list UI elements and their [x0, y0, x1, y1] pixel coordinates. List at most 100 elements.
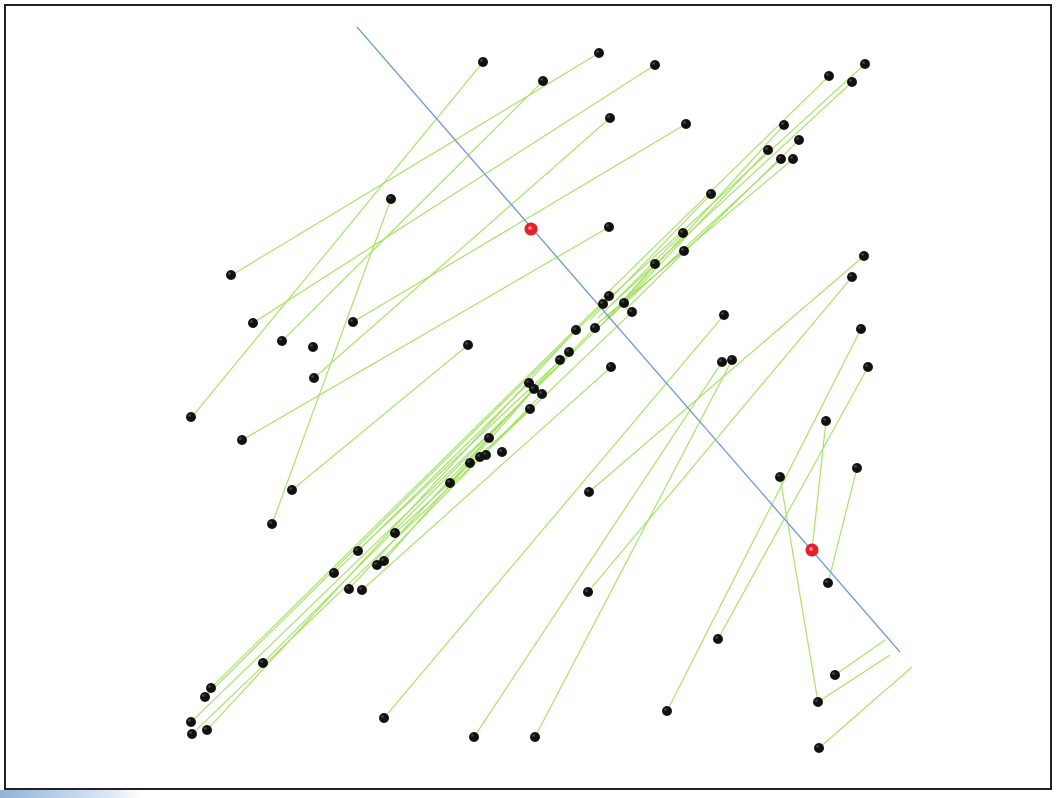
correspondence-line — [834, 639, 886, 676]
correspondence-line — [827, 467, 858, 584]
data-point-highlight — [823, 418, 826, 421]
data-point — [727, 355, 737, 365]
data-point — [237, 435, 247, 445]
data-point-highlight — [260, 660, 263, 663]
data-point-highlight — [865, 364, 868, 367]
correspondence-line — [534, 359, 733, 738]
data-point — [277, 336, 287, 346]
data-point — [353, 546, 363, 556]
data-point — [267, 519, 277, 529]
data-point — [571, 325, 581, 335]
data-point-highlight — [708, 191, 711, 194]
data-point-highlight — [374, 562, 377, 565]
data-point-highlight — [355, 548, 358, 551]
correspondence-line — [231, 52, 600, 276]
data-point-highlight — [531, 386, 534, 389]
correspondence-line — [262, 327, 596, 664]
data-point — [860, 59, 870, 69]
data-point — [308, 342, 318, 352]
data-point-highlight — [228, 272, 231, 275]
data-point — [681, 119, 691, 129]
data-point — [619, 298, 629, 308]
window-corner-shadow — [0, 790, 140, 798]
data-point — [821, 416, 831, 426]
correspondence-line — [624, 139, 800, 311]
data-point — [775, 472, 785, 482]
data-point-highlight — [765, 147, 768, 150]
data-point-highlight — [680, 230, 683, 233]
data-point-highlight — [447, 480, 450, 483]
data-point — [830, 670, 840, 680]
data-point-highlight — [279, 338, 282, 341]
data-point — [627, 307, 637, 317]
correspondence-line — [291, 344, 469, 491]
correspondence-line — [357, 382, 530, 552]
data-point-highlight — [600, 301, 603, 304]
correspondence-line — [587, 276, 853, 593]
data-point-highlight — [721, 312, 724, 315]
data-point — [538, 76, 548, 86]
data-point — [605, 113, 615, 123]
data-point — [650, 60, 660, 70]
marker-highlight — [528, 226, 532, 230]
data-point-highlight — [652, 261, 655, 264]
data-point-highlight — [719, 359, 722, 362]
correspondence-line — [589, 193, 712, 321]
data-point — [390, 528, 400, 538]
data-point-highlight — [825, 580, 828, 583]
data-point-highlight — [350, 319, 353, 322]
data-point — [287, 485, 297, 495]
data-point — [555, 355, 565, 365]
data-point — [788, 154, 798, 164]
data-point-highlight — [250, 320, 253, 323]
data-point-highlight — [664, 708, 667, 711]
data-point-highlight — [621, 300, 624, 303]
correspondence-line — [352, 123, 687, 323]
data-point-highlight — [359, 587, 362, 590]
data-point-highlight — [815, 699, 818, 702]
data-point — [776, 154, 786, 164]
data-point-highlight — [796, 137, 799, 140]
data-point — [463, 340, 473, 350]
data-point — [794, 135, 804, 145]
data-point-highlight — [381, 715, 384, 718]
correspondence-line — [348, 359, 561, 590]
data-point-highlight — [790, 156, 793, 159]
data-point — [348, 317, 358, 327]
data-point — [847, 272, 857, 282]
data-point — [465, 458, 475, 468]
correspondence-line — [241, 226, 610, 441]
data-point-highlight — [311, 375, 314, 378]
data-point — [706, 189, 716, 199]
plot-frame — [4, 4, 1052, 790]
correspondence-line — [271, 198, 392, 525]
correspondence-line — [313, 117, 611, 379]
data-point-highlight — [608, 364, 611, 367]
correspondence-line — [666, 328, 862, 712]
data-point — [206, 683, 216, 693]
correspondence-line — [394, 408, 531, 534]
data-point — [497, 447, 507, 457]
data-point — [248, 318, 258, 328]
correspondence-line — [376, 393, 543, 566]
data-point-highlight — [388, 196, 391, 199]
data-point — [713, 634, 723, 644]
data-point-highlight — [573, 327, 576, 330]
data-point — [379, 713, 389, 723]
data-point-highlight — [499, 449, 502, 452]
correspondence-line — [204, 303, 604, 698]
data-point — [604, 222, 614, 232]
data-point-highlight — [392, 530, 395, 533]
correspondence-line — [281, 80, 544, 342]
data-point — [564, 347, 574, 357]
data-point — [478, 57, 488, 67]
data-point-highlight — [471, 734, 474, 737]
data-point-highlight — [849, 79, 852, 82]
data-point-highlight — [585, 589, 588, 592]
data-point-highlight — [208, 685, 211, 688]
correspondence-line — [609, 81, 853, 307]
data-point — [679, 246, 689, 256]
data-point-highlight — [586, 489, 589, 492]
data-point-highlight — [346, 586, 349, 589]
correspondence-line — [588, 255, 865, 493]
